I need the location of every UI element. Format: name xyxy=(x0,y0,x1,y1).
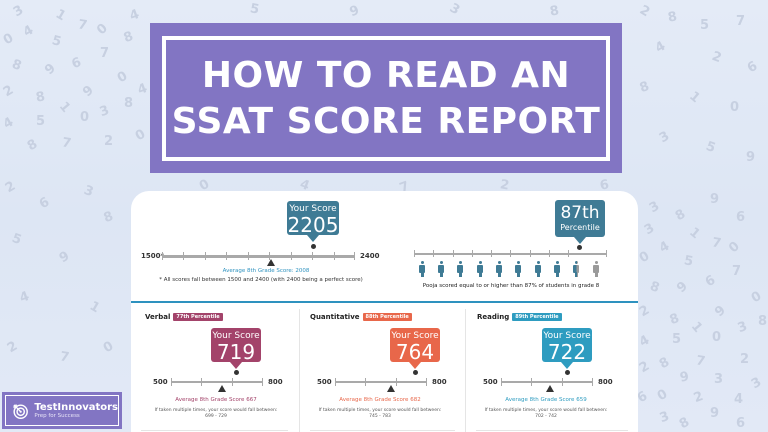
verbal-scale-max: 800 xyxy=(268,378,283,386)
verbal-score-marker xyxy=(234,370,239,375)
quantitative-score-scale xyxy=(335,378,427,386)
quantitative-average-text: Average 8th Grade Score 682 xyxy=(339,397,421,403)
verbal-average-text: Average 8th Grade Score 667 xyxy=(175,397,257,403)
student-icon-filled xyxy=(419,261,425,277)
verbal-range-values: 699 - 729 xyxy=(205,414,227,419)
title-banner-frame: HOW TO READ AN SSAT SCORE REPORT xyxy=(162,36,610,161)
verbal-scale-min: 500 xyxy=(153,378,168,386)
student-icon-filled xyxy=(535,261,541,277)
reading-average-text: Average 8th Grade Score 659 xyxy=(505,397,587,403)
verbal-range-text: If taken multiple times, your score woul… xyxy=(154,408,278,413)
score-report-card: Your Score 2205 1500* 2400 Average 8th G… xyxy=(131,191,638,432)
overall-score-marker xyxy=(311,244,316,249)
quantitative-range-values: 745 - 783 xyxy=(369,414,391,419)
overall-score-value: 2205 xyxy=(287,213,339,237)
verbal-label: Verbal xyxy=(145,313,171,321)
overall-score-callout: Your Score 2205 xyxy=(287,201,339,235)
quantitative-percentile-badge: 88th Percentile xyxy=(362,313,412,321)
reading-range-values: 702 - 742 xyxy=(535,414,557,419)
verbal-score-value: 719 xyxy=(216,340,256,364)
average-marker-triangle xyxy=(267,259,275,266)
your-score-label: Your Score xyxy=(212,331,260,341)
overall-scale-min: 1500* xyxy=(141,252,165,260)
percentile-callout: 87th Percentile xyxy=(555,200,605,237)
quantitative-score-callout: Your Score 764 xyxy=(390,328,440,362)
section-separator xyxy=(465,309,466,432)
quantitative-bottom-rule xyxy=(310,430,455,431)
verbal-title: Verbal 77th Percentile xyxy=(145,313,223,321)
reading-score-marker xyxy=(565,370,570,375)
logo-tagline: Prep for Success xyxy=(34,412,80,419)
percentile-marker xyxy=(577,245,582,250)
reading-score-scale xyxy=(501,378,593,386)
your-score-label: Your Score xyxy=(391,331,439,341)
logo-text: TestInnovators Prep for Success xyxy=(34,402,118,420)
student-icon-filled xyxy=(438,261,444,277)
reading-percentile-badge: 89th Percentile xyxy=(512,313,562,321)
quantitative-range-text: If taken multiple times, your score woul… xyxy=(318,408,442,413)
quantitative-scale-max: 800 xyxy=(432,378,447,386)
section-separator xyxy=(299,309,300,432)
title-line-1: HOW TO READ AN xyxy=(201,54,571,96)
quantitative-score-marker xyxy=(413,370,418,375)
title-line-2: SSAT SCORE REPORT xyxy=(171,100,601,142)
logo-brand-name: TestInnovators xyxy=(34,401,118,413)
verbal-percentile-badge: 77th Percentile xyxy=(173,313,223,321)
overall-scale-max: 2400 xyxy=(360,252,380,260)
your-score-label: Your Score xyxy=(289,204,337,214)
your-score-label: Your Score xyxy=(543,331,591,341)
student-icon-filled xyxy=(477,261,483,277)
reading-range-text: If taken multiple times, your score woul… xyxy=(484,408,608,413)
overall-footnote: * All scores fall between 1500 and 2400 … xyxy=(159,277,363,283)
overall-score-scale xyxy=(162,252,355,260)
quantitative-average-marker xyxy=(387,385,395,392)
reading-bottom-rule xyxy=(476,430,628,431)
reading-average-marker xyxy=(546,385,554,392)
percentile-caption: Pooja scored equal to or higher than 87%… xyxy=(422,283,600,289)
verbal-average-marker xyxy=(218,385,226,392)
section-divider xyxy=(131,301,638,303)
reading-title: Reading 89th Percentile xyxy=(477,313,562,321)
reading-score-value: 722 xyxy=(547,340,587,364)
reading-scale-min: 500 xyxy=(483,378,498,386)
quantitative-title: Quantitative 88th Percentile xyxy=(310,313,412,321)
student-icon-filled xyxy=(496,261,502,277)
verbal-score-scale xyxy=(171,378,263,386)
reading-scale-max: 800 xyxy=(598,378,613,386)
quantitative-score-value: 764 xyxy=(395,340,435,364)
percentile-value: 87th xyxy=(560,203,600,223)
overall-average-text: Average 8th Grade Score: 2008 xyxy=(222,268,310,274)
reading-score-callout: Your Score 722 xyxy=(542,328,592,362)
student-icon-filled xyxy=(554,261,560,277)
student-icon-filled xyxy=(457,261,463,277)
title-banner: HOW TO READ AN SSAT SCORE REPORT xyxy=(150,23,622,173)
quantitative-label: Quantitative xyxy=(310,313,360,321)
percentile-scale xyxy=(414,250,607,257)
logo-frame: TestInnovators Prep for Success xyxy=(5,395,119,426)
reading-label: Reading xyxy=(477,313,510,321)
percentile-label: Percentile xyxy=(560,223,600,232)
testinnovators-logo: TestInnovators Prep for Success xyxy=(2,392,122,429)
section-reading: Reading 89th Percentile Your Score 722 5… xyxy=(466,303,638,432)
section-quantitative: Quantitative 88th Percentile Your Score … xyxy=(300,303,465,432)
verbal-score-callout: Your Score 719 xyxy=(211,328,261,362)
section-verbal: Verbal 77th Percentile Your Score 719 50… xyxy=(131,303,298,432)
student-icon-partial xyxy=(573,261,579,277)
student-icon-filled xyxy=(515,261,521,277)
verbal-bottom-rule xyxy=(141,430,288,431)
student-icon-empty xyxy=(593,261,599,277)
target-arrow-icon xyxy=(13,403,28,419)
quantitative-scale-min: 500 xyxy=(317,378,332,386)
